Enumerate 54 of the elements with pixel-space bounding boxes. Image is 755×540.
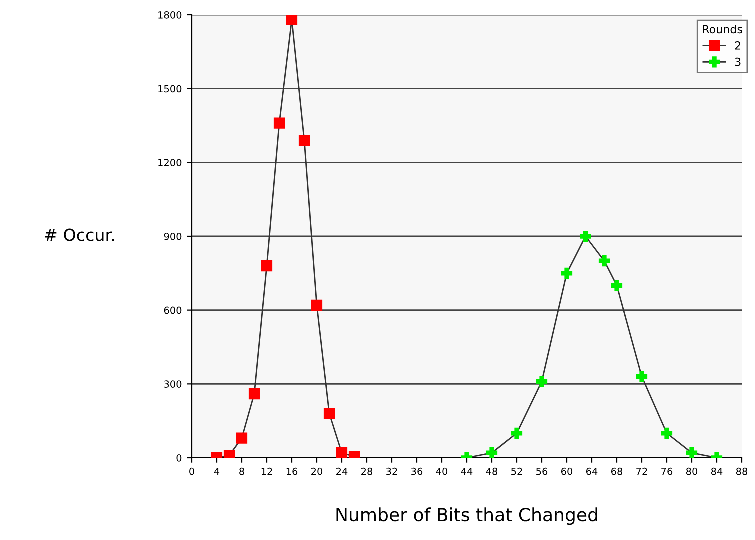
x-tick-label: 36 xyxy=(412,468,423,476)
x-tick-label: 12 xyxy=(262,468,272,476)
x-tick-label: 52 xyxy=(512,468,522,476)
x-tick-label: 20 xyxy=(312,468,323,476)
x-tick-label: 80 xyxy=(686,468,698,476)
point xyxy=(580,230,592,242)
x-tick-label: 60 xyxy=(561,468,573,476)
x-tick-label: 40 xyxy=(436,468,448,476)
point xyxy=(686,448,698,458)
x-tick-label: 88 xyxy=(736,468,748,476)
x-axis-title: Number of Bits that Changed xyxy=(336,508,598,526)
point xyxy=(274,118,286,129)
x-tick-label: 56 xyxy=(536,468,548,476)
point xyxy=(536,376,548,388)
x-tick-label: 16 xyxy=(286,468,298,476)
x-tick-label: 4 xyxy=(214,468,220,476)
legend-title: Rounds xyxy=(703,25,742,34)
x-tick-label: 24 xyxy=(336,468,348,476)
legend-label: 2 xyxy=(735,42,741,50)
x-tick-label: 64 xyxy=(586,468,598,476)
y-tick-label: 300 xyxy=(164,380,182,388)
point xyxy=(311,300,323,311)
x-tick-label: 72 xyxy=(636,468,648,476)
x-tick-label: 8 xyxy=(240,468,244,476)
point xyxy=(661,428,673,439)
y-tick-label: 600 xyxy=(164,306,182,314)
point xyxy=(611,280,623,292)
x-tick-label: 44 xyxy=(461,468,473,476)
y-tick-label: 1200 xyxy=(158,159,182,166)
point xyxy=(324,408,336,420)
x-tick-label: 84 xyxy=(711,468,723,476)
x-tick-label: 68 xyxy=(611,468,623,476)
x-tick-label: 32 xyxy=(386,468,398,476)
y-axis-title: # Occur. xyxy=(45,228,114,242)
x-tick-label: 48 xyxy=(486,468,498,476)
y-tick-label: 0 xyxy=(176,454,182,462)
point xyxy=(561,268,573,279)
point xyxy=(236,432,248,444)
point xyxy=(511,428,523,439)
point xyxy=(636,371,648,382)
x-tick-label: 28 xyxy=(362,468,373,476)
x-tick-label: 76 xyxy=(662,468,673,476)
point xyxy=(261,260,273,272)
y-tick-label: 900 xyxy=(164,232,182,240)
point xyxy=(486,448,498,458)
x-tick-label: 0 xyxy=(190,468,194,476)
point xyxy=(286,15,298,26)
y-tick-label: 1800 xyxy=(158,11,182,19)
legend-label: 3 xyxy=(735,58,741,66)
point xyxy=(248,388,260,400)
point xyxy=(298,134,310,146)
y-tick-label: 1500 xyxy=(158,85,182,93)
point xyxy=(336,448,348,458)
point xyxy=(598,256,610,267)
